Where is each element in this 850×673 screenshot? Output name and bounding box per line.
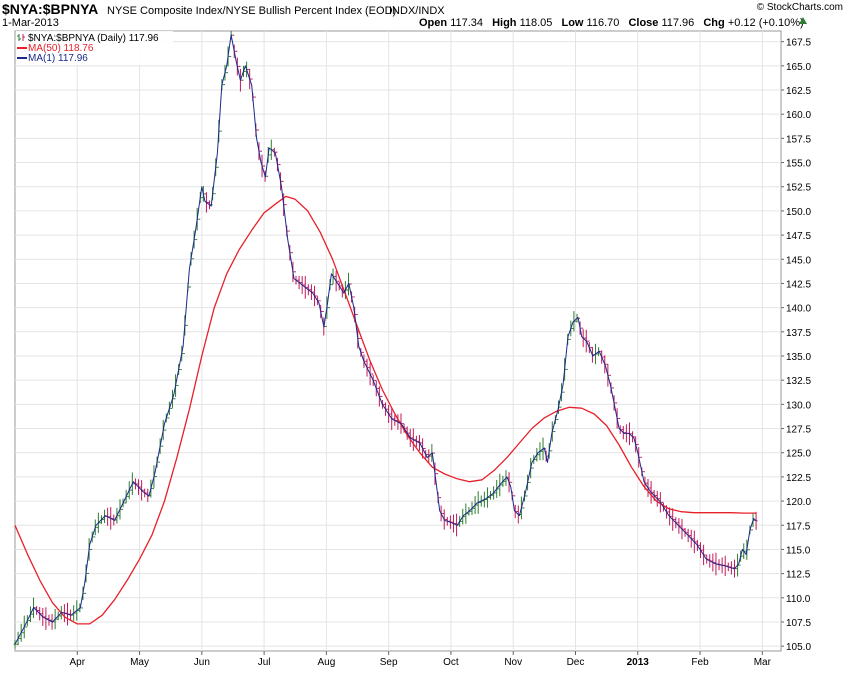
y-tick-label: 135.0 — [786, 352, 811, 363]
legend-ma50-label: MA(50) 118.76 — [28, 43, 94, 54]
legend-price-bar-icon — [17, 34, 25, 41]
y-tick-label: 155.0 — [786, 159, 811, 170]
x-tick-label: Dec — [567, 657, 585, 668]
y-tick-label: 145.0 — [786, 255, 811, 266]
x-tick-label: Sep — [380, 657, 398, 668]
y-tick-label: 147.5 — [786, 231, 811, 242]
high-value: 118.05 — [520, 17, 553, 29]
chg-value: +0.12 (+0.10%) — [728, 17, 804, 29]
y-tick-label: 150.0 — [786, 207, 811, 218]
y-tick-label: 165.0 — [786, 62, 811, 73]
y-tick-label: 142.5 — [786, 279, 811, 290]
stockcharts-watermark: © StockCharts.com — [757, 2, 843, 13]
x-tick-label: Oct — [443, 657, 459, 668]
ma50-line — [14, 195, 757, 625]
low-value: 116.70 — [587, 17, 620, 29]
open-label: Open — [419, 17, 447, 29]
y-tick-label: 125.0 — [786, 449, 811, 460]
y-tick-label: 110.0 — [786, 594, 811, 605]
y-tick-label: 115.0 — [786, 545, 811, 556]
grid-layer — [15, 31, 781, 651]
price-line — [14, 34, 757, 645]
close-value: 117.96 — [661, 17, 694, 29]
open-value: 117.34 — [450, 17, 483, 29]
series-layer — [14, 34, 757, 645]
chg-label: Chg — [703, 17, 724, 29]
x-tick-label: Feb — [691, 657, 709, 668]
x-tick-label: Aug — [317, 657, 335, 668]
y-tick-label: 157.5 — [786, 134, 811, 145]
y-tick-label: 112.5 — [786, 570, 811, 581]
x-tick-label: Nov — [504, 657, 522, 668]
exchange-label: INDX/INDX — [389, 5, 445, 17]
ohlc-readout: Open 117.34 High 118.05 Low 116.70 Close… — [419, 17, 804, 29]
price-bar-layer — [13, 30, 758, 649]
x-tick-label: 2013 — [627, 657, 650, 668]
y-tick-label: 167.5 — [786, 38, 811, 49]
y-tick-label: 107.5 — [786, 618, 811, 629]
y-tick-label: 140.0 — [786, 304, 811, 315]
y-tick-label: 127.5 — [786, 425, 811, 436]
y-tick-label: 120.0 — [786, 497, 811, 508]
low-label: Low — [561, 17, 583, 29]
y-tick-label: 105.0 — [786, 642, 811, 653]
symbol-title: $NYA:$BPNYA — [2, 1, 98, 17]
y-tick-label: 160.0 — [786, 110, 811, 121]
x-tick-label: Apr — [69, 657, 85, 668]
plot-frame — [14, 30, 782, 652]
y-tick-label: 132.5 — [786, 376, 811, 387]
x-tick-label: Jun — [194, 657, 210, 668]
x-axis-ticks: Apr May Jun Jul Aug Sep Oct Nov Dec 2013 Feb Mar — [69, 651, 772, 668]
y-tick-label: 162.5 — [786, 86, 811, 97]
y-tick-label: 137.5 — [786, 328, 811, 339]
legend-background — [16, 31, 173, 65]
quote-date: 1-Mar-2013 — [2, 17, 59, 29]
x-tick-label: Mar — [754, 657, 772, 668]
y-tick-label: 122.5 — [786, 473, 811, 484]
symbol-description: NYSE Composite Index/NYSE Bullish Percen… — [107, 5, 396, 17]
legend-ma1-label: MA(1) 117.96 — [28, 53, 88, 64]
y-tick-label: 117.5 — [786, 521, 811, 532]
legend: $NYA:$BPNYA (Daily) 117.96 MA(50) 118.76… — [16, 31, 173, 65]
x-tick-label: May — [130, 657, 149, 668]
x-tick-label: Jul — [258, 657, 271, 668]
legend-price-label: $NYA:$BPNYA (Daily) 117.96 — [28, 33, 159, 44]
up-change-triangle-icon — [799, 17, 807, 24]
y-axis-ticks: 105.0 107.5 110.0 112.5 115.0 117.5 120.0 122.5… — [781, 38, 811, 653]
y-tick-label: 152.5 — [786, 183, 811, 194]
y-tick-label: 130.0 — [786, 400, 811, 411]
close-label: Close — [628, 17, 658, 29]
high-label: High — [492, 17, 517, 29]
